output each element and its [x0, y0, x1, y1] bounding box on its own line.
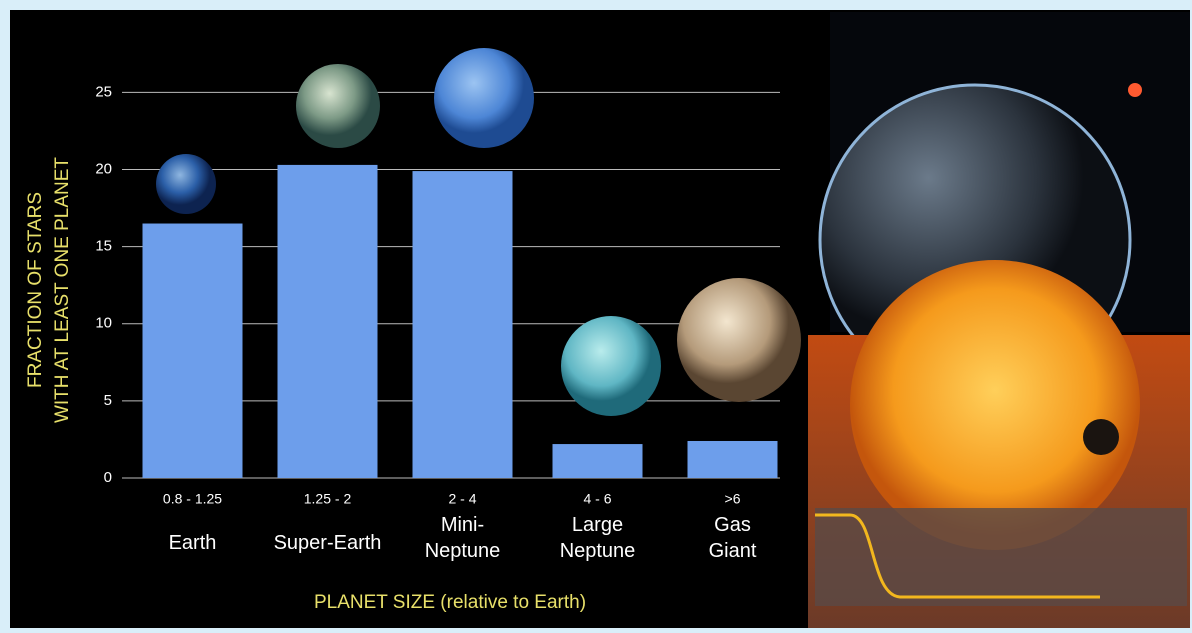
bar — [412, 171, 513, 479]
super-earth-image — [296, 64, 380, 148]
y-tick-label: 5 — [104, 392, 112, 409]
size-range-label: 2 - 4 — [448, 491, 476, 507]
bar — [142, 223, 243, 478]
size-range-label: 4 - 6 — [583, 491, 611, 507]
y-tick-label: 20 — [95, 161, 112, 178]
plot-area: 0 5 10 15 20 25 FRACTION OF STARS WITH AT LEAST… — [25, 83, 780, 507]
size-range-label: 1.25 - 2 — [304, 491, 352, 507]
size-range-label: >6 — [725, 491, 741, 507]
bar — [687, 440, 778, 478]
x-tick-label: Super-Earth — [273, 532, 382, 554]
gas-giant-image — [677, 278, 801, 402]
bar — [277, 164, 378, 478]
red-star — [1128, 83, 1142, 97]
x-tick-label: Mini- Neptune — [424, 514, 501, 562]
x-tick-label: Large Neptune — [559, 514, 636, 562]
light-curve — [815, 513, 1100, 599]
y-tick-label: 10 — [95, 315, 112, 332]
mini-neptune-image — [434, 48, 534, 148]
size-range-label: 0.8 - 1.25 — [163, 491, 222, 507]
x-axis-label: PLANET SIZE (relative to Earth) — [313, 592, 587, 613]
y-axis-label: FRACTION OF STARS — [25, 192, 46, 388]
x-tick-label: Gas Giant — [708, 514, 757, 562]
y-tick-label: 15 — [95, 238, 112, 255]
star — [850, 260, 1140, 550]
earth-image — [156, 154, 216, 214]
x-tick-label: Earth — [168, 532, 217, 554]
y-tick-label: 0 — [104, 469, 112, 486]
y-axis-label: WITH AT LEAST ONE PLANET — [52, 157, 73, 423]
bar — [552, 444, 643, 478]
transiting-planet — [1083, 419, 1119, 455]
light-curve-panel — [815, 508, 1187, 606]
y-tick-label: 25 — [95, 83, 112, 100]
large-neptune-image — [561, 316, 661, 416]
